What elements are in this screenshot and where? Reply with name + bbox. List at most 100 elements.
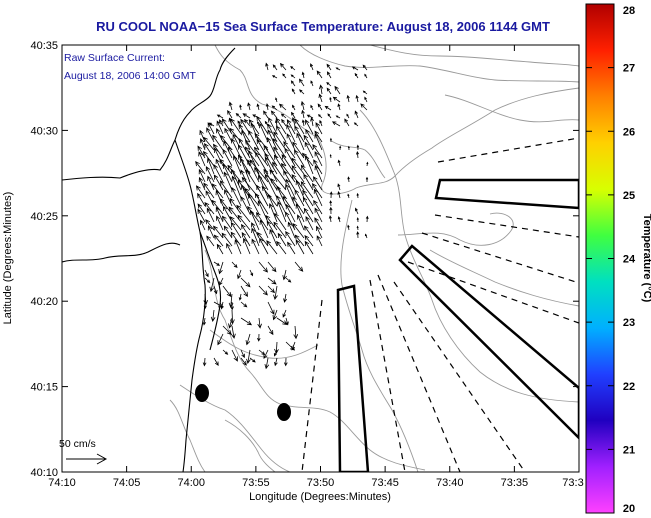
current-vector xyxy=(244,146,260,167)
current-vector xyxy=(197,145,206,159)
y-tick-label: 40:30 xyxy=(30,125,58,137)
scale-label: 50 cm/s xyxy=(59,438,96,450)
current-vector xyxy=(328,215,332,223)
current-vector xyxy=(217,333,224,346)
current-vector xyxy=(329,206,333,215)
current-vector xyxy=(306,114,314,119)
current-vector xyxy=(218,261,224,275)
current-vector xyxy=(247,205,260,223)
current-vector xyxy=(232,155,242,175)
current-vector xyxy=(353,122,359,127)
current-vector xyxy=(318,93,323,103)
current-vector xyxy=(335,115,341,119)
current-vector xyxy=(319,119,323,127)
current-vector xyxy=(347,193,350,199)
current-vector xyxy=(221,232,233,247)
current-vector xyxy=(209,277,215,293)
current-vector xyxy=(275,117,287,135)
current-vector xyxy=(274,357,278,367)
current-vector xyxy=(230,231,242,247)
current-vector xyxy=(219,180,233,199)
current-vector xyxy=(356,231,360,239)
current-vector xyxy=(313,176,323,191)
current-vector xyxy=(313,188,323,207)
current-vector xyxy=(346,113,350,119)
temperature-colorbar: 28 27 26 25 24 23 22 21 20 Temperature (°C) xyxy=(585,3,651,515)
current-vector xyxy=(286,119,296,135)
current-vector xyxy=(332,96,341,103)
current-vector xyxy=(299,78,305,87)
current-vector xyxy=(347,224,350,231)
current-vector xyxy=(276,125,287,143)
contour-line xyxy=(299,45,579,83)
current-vector xyxy=(347,176,350,183)
radial-line xyxy=(421,232,579,284)
current-vector xyxy=(294,125,305,143)
current-vector xyxy=(283,357,288,367)
current-vector xyxy=(267,129,278,151)
current-vector xyxy=(241,232,251,247)
current-vector xyxy=(263,110,269,119)
radar-site-polygons xyxy=(336,178,579,472)
current-vector xyxy=(296,132,305,151)
current-vector xyxy=(304,240,314,255)
figure-title: RU COOL NOAA−15 Sea Surface Temperature:… xyxy=(96,19,550,34)
current-vector xyxy=(269,228,278,247)
current-vector xyxy=(206,207,215,223)
current-vector xyxy=(285,183,296,207)
current-vector xyxy=(356,225,359,231)
current-vector xyxy=(221,215,233,231)
current-vector xyxy=(326,87,332,95)
current-vector xyxy=(267,277,277,285)
scale-arrow: 50 cm/s xyxy=(59,438,108,465)
current-vector xyxy=(249,269,254,277)
current-vector xyxy=(256,231,269,247)
current-vector xyxy=(228,317,233,329)
current-vector xyxy=(277,232,287,247)
y-tick-label: 40:20 xyxy=(30,296,58,308)
current-vector xyxy=(276,240,287,255)
x-tick-label: 73:3 xyxy=(562,477,583,489)
current-vector xyxy=(294,234,305,247)
current-vector xyxy=(291,157,305,175)
current-vector xyxy=(294,118,305,135)
current-vector xyxy=(222,148,233,167)
current-vector xyxy=(337,103,341,111)
current-vector xyxy=(305,216,314,231)
current-vector xyxy=(210,309,216,322)
current-vector xyxy=(259,122,269,143)
current-vector xyxy=(246,349,251,364)
current-vector xyxy=(236,204,251,223)
station-marker xyxy=(195,384,209,402)
current-vector xyxy=(237,179,251,199)
current-vector xyxy=(269,169,287,191)
colorbar-tick-label: 25 xyxy=(623,190,635,202)
current-vector xyxy=(211,199,224,215)
current-vector xyxy=(265,62,269,71)
current-vector xyxy=(356,217,359,223)
current-vector xyxy=(195,185,206,199)
current-vector xyxy=(280,113,287,119)
current-vector xyxy=(226,242,233,255)
current-vector xyxy=(213,285,218,295)
current-vector xyxy=(240,285,248,298)
current-vector xyxy=(356,144,360,151)
current-vector xyxy=(254,166,269,191)
x-tick-label: 74:10 xyxy=(48,477,76,489)
current-vector xyxy=(324,105,332,111)
current-vector xyxy=(213,357,219,366)
current-vector xyxy=(258,349,266,356)
radial-line xyxy=(437,137,579,163)
current-vector xyxy=(206,235,215,247)
current-vector xyxy=(285,178,296,199)
contour-line xyxy=(329,139,386,179)
current-vector xyxy=(234,239,242,255)
current-vector xyxy=(351,66,359,71)
current-vector xyxy=(354,72,359,79)
current-vector xyxy=(310,63,314,71)
colorbar-tick-label: 24 xyxy=(623,254,636,266)
station-marker xyxy=(277,403,291,421)
current-vector xyxy=(282,309,287,318)
current-vector xyxy=(287,241,296,255)
